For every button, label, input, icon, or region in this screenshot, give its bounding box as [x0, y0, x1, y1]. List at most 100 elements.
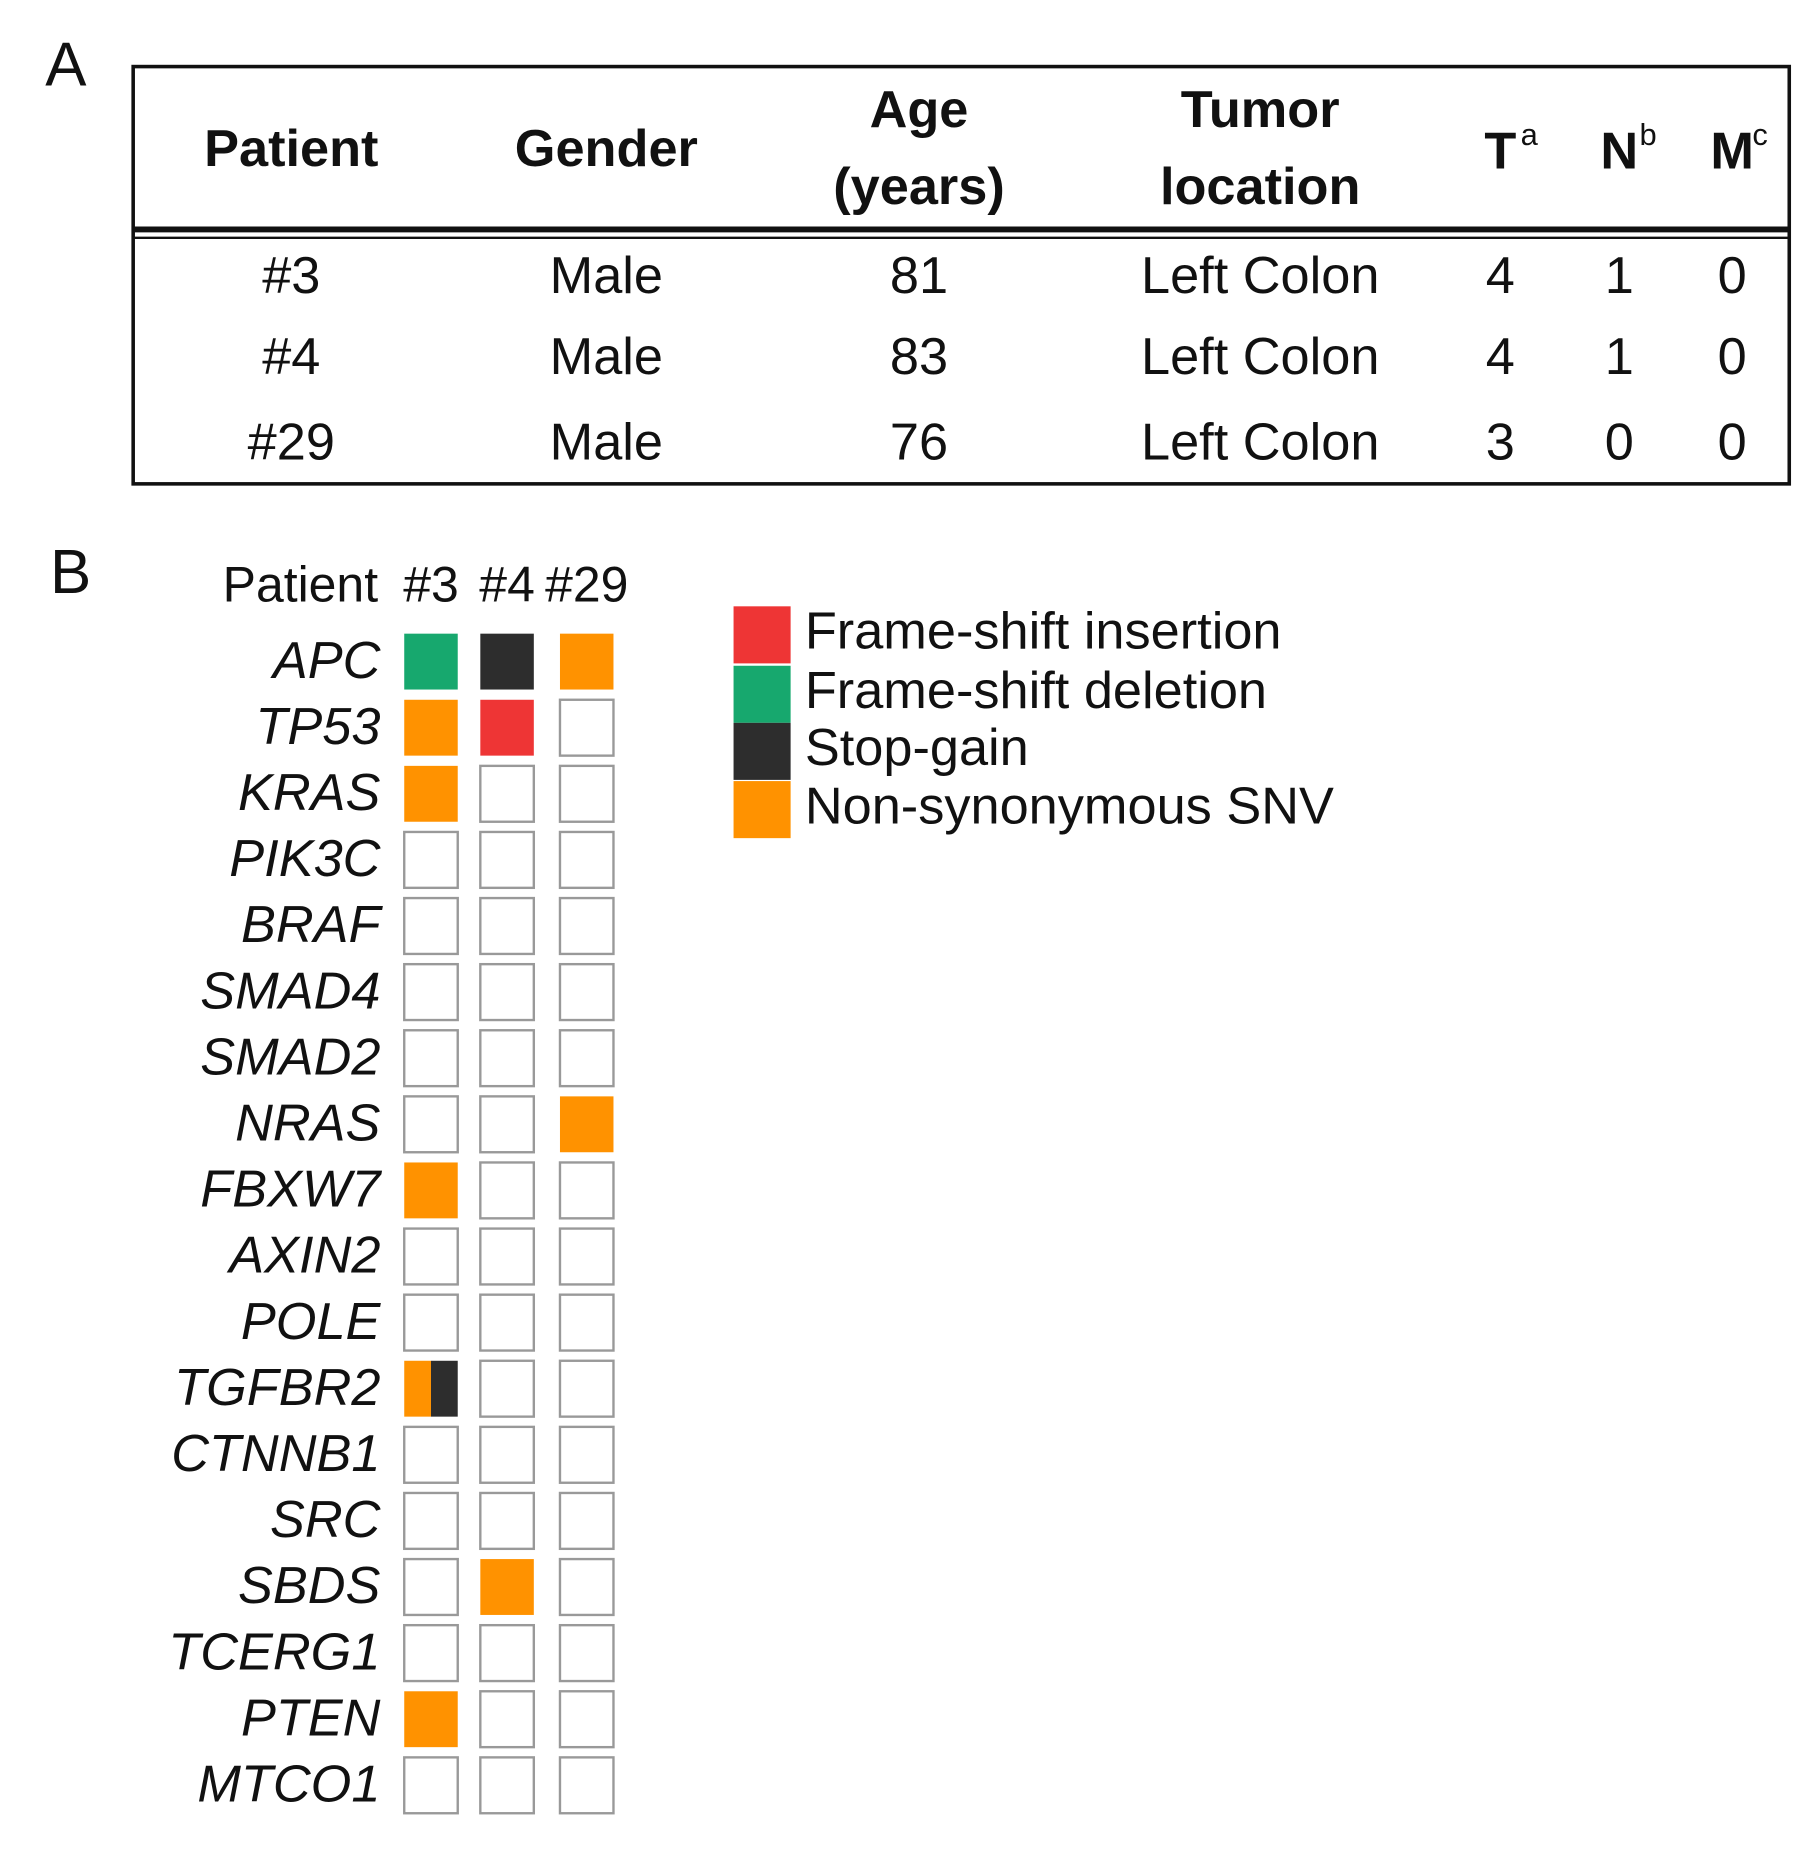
empty-cell — [403, 896, 459, 956]
empty-cell — [558, 1623, 615, 1683]
empty-cell — [479, 1293, 536, 1352]
gene-name: TP53 — [255, 698, 380, 756]
mutation-cell — [404, 1691, 458, 1748]
patient-id: #4 — [479, 557, 535, 613]
empty-cell — [403, 1491, 459, 1551]
column-header: (years) — [833, 158, 1005, 216]
table-cell: Male — [550, 414, 663, 472]
mutation-cell — [404, 633, 458, 690]
empty-cell — [558, 764, 615, 823]
empty-cell — [558, 1359, 615, 1418]
empty-cell — [479, 830, 536, 890]
empty-cell — [558, 896, 615, 956]
empty-cell — [558, 1029, 615, 1088]
legend-label: Frame-shift deletion — [805, 662, 1267, 720]
column-header: Gender — [515, 120, 698, 178]
empty-cell — [558, 962, 615, 1022]
mutation-cell — [480, 1559, 534, 1615]
gene-name: CTNNB1 — [171, 1425, 380, 1483]
gene-name: APC — [270, 632, 382, 690]
table-cell: 81 — [890, 247, 948, 305]
mutation-cell — [404, 765, 458, 822]
empty-cell — [403, 1557, 459, 1617]
column-header-sup: c — [1752, 117, 1767, 152]
empty-cell — [558, 1690, 615, 1749]
empty-cell — [479, 896, 536, 956]
table-cell: Male — [550, 328, 663, 386]
table-cell: 76 — [890, 414, 948, 472]
mutation-cell — [430, 1360, 458, 1417]
empty-cell — [479, 764, 536, 823]
empty-cell — [479, 1623, 536, 1683]
empty-cell — [558, 698, 615, 757]
empty-cell — [403, 1425, 459, 1484]
empty-cell — [403, 1227, 459, 1286]
table-cell: Left Colon — [1141, 328, 1379, 386]
empty-cell — [558, 1491, 615, 1551]
table-cell: Male — [550, 247, 663, 305]
mutation-cell — [559, 1096, 614, 1153]
table-cell: 0 — [1605, 414, 1634, 472]
mutation-cell — [404, 1360, 431, 1417]
empty-cell — [558, 1293, 615, 1352]
legend-swatch — [733, 665, 791, 723]
panel-label: B — [50, 538, 91, 607]
legend-swatch — [733, 606, 791, 664]
gene-name: FBXW7 — [200, 1161, 382, 1219]
table-cell: 3 — [1486, 414, 1515, 472]
empty-cell — [479, 1029, 536, 1088]
empty-cell — [479, 1425, 536, 1484]
empty-cell — [403, 1095, 459, 1154]
mutation-cell — [480, 633, 534, 690]
empty-cell — [479, 962, 536, 1022]
legend-label: Stop-gain — [805, 719, 1029, 777]
gene-name: BRAF — [241, 896, 384, 954]
column-header: N — [1600, 122, 1638, 180]
table-cell: 1 — [1605, 328, 1634, 386]
empty-cell — [479, 1227, 536, 1286]
empty-cell — [403, 830, 459, 890]
gene-name: KRAS — [238, 764, 381, 822]
empty-cell — [403, 1756, 459, 1815]
empty-cell — [403, 1623, 459, 1683]
table-cell: Left Colon — [1141, 247, 1379, 305]
empty-cell — [558, 1557, 615, 1617]
column-header-sup: a — [1521, 117, 1539, 152]
mutation-cell — [404, 1162, 458, 1219]
empty-cell — [479, 1491, 536, 1551]
gene-name: PIK3C — [229, 830, 381, 888]
empty-cell — [558, 1425, 615, 1484]
table-cell: Left Colon — [1141, 414, 1379, 472]
patient-id: #29 — [545, 557, 628, 613]
empty-cell — [479, 1756, 536, 1815]
gene-name: SRC — [270, 1491, 382, 1549]
table-cell: 4 — [1486, 247, 1515, 305]
empty-cell — [479, 1359, 536, 1418]
table-cell: #29 — [248, 414, 335, 472]
panel-label: A — [45, 30, 87, 99]
patient-id: #3 — [403, 557, 459, 613]
gene-name: TCERG1 — [168, 1623, 380, 1681]
column-header: Age — [870, 81, 969, 139]
mutation-cell — [480, 699, 534, 756]
gene-name: MTCO1 — [197, 1756, 380, 1814]
table-cell: #4 — [262, 328, 320, 386]
table-cell: 0 — [1718, 328, 1747, 386]
table-cell: 0 — [1718, 247, 1747, 305]
empty-cell — [479, 1690, 536, 1749]
column-header: location — [1160, 158, 1360, 216]
gene-name: AXIN2 — [226, 1227, 380, 1285]
gene-name: NRAS — [235, 1094, 380, 1152]
mutation-cell — [404, 699, 458, 756]
empty-cell — [479, 1161, 536, 1220]
empty-cell — [558, 1756, 615, 1815]
gene-name: SMAD4 — [200, 962, 380, 1020]
column-header: Tumor — [1181, 81, 1340, 139]
gene-name: SBDS — [238, 1557, 381, 1615]
empty-cell — [558, 1227, 615, 1286]
table-cell: 83 — [890, 328, 948, 386]
empty-cell — [479, 1095, 536, 1154]
gene-name: PTEN — [241, 1689, 381, 1747]
